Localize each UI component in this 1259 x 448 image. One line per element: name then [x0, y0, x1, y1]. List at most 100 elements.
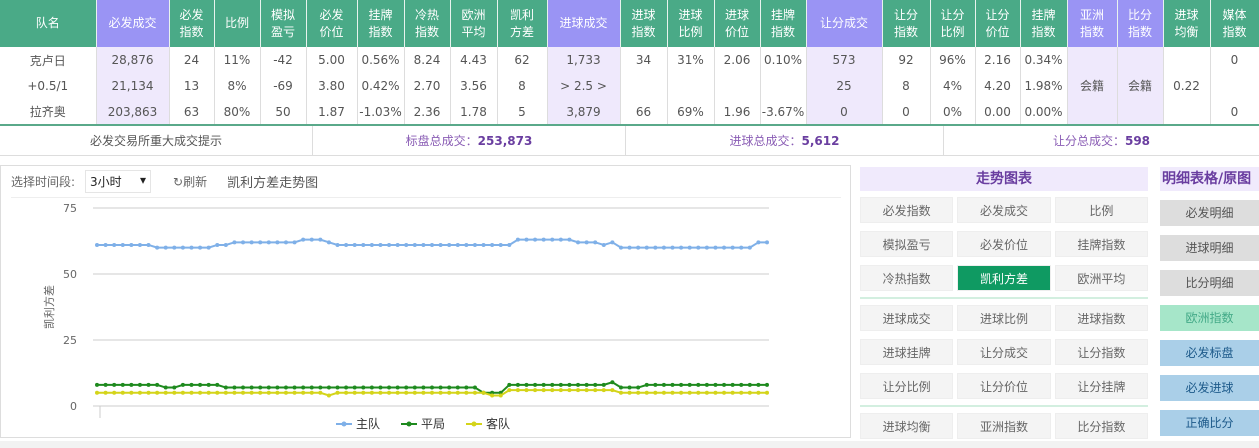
column-header: 模拟 盈亏: [260, 0, 307, 47]
data-point: [636, 390, 641, 395]
detail-button[interactable]: 比分明细: [1160, 270, 1259, 296]
data-point: [490, 242, 495, 247]
data-point: [610, 388, 615, 393]
data-point: [120, 242, 125, 247]
data-point: [129, 242, 134, 247]
y-axis-label: 凯利方差: [42, 285, 56, 329]
data-point: [670, 245, 675, 250]
data-point: [515, 388, 520, 393]
trend-button[interactable]: 必发成交: [957, 197, 1051, 223]
data-point: [515, 237, 520, 242]
data-point: [498, 242, 503, 247]
data-point: [636, 385, 641, 390]
legend-marker: [471, 421, 477, 427]
detail-button[interactable]: 欧洲指数: [1160, 305, 1259, 331]
data-point: [146, 390, 151, 395]
group-divider: [860, 297, 1148, 299]
table-cell: 31%: [667, 47, 715, 73]
y-tick-label: 50: [63, 268, 77, 281]
table-cell: 2.36: [404, 99, 451, 126]
y-tick-label: 0: [70, 400, 77, 413]
data-point: [103, 242, 108, 247]
data-point: [326, 240, 331, 245]
trend-button[interactable]: 挂牌指数: [1054, 231, 1148, 257]
legend-marker: [406, 421, 412, 427]
table-cell: 2.16: [975, 47, 1021, 73]
data-point: [378, 385, 383, 390]
trend-button[interactable]: 亚洲指数: [957, 413, 1051, 439]
table-cell: [714, 73, 761, 99]
data-point: [163, 390, 168, 395]
data-point: [455, 390, 460, 395]
data-point: [747, 245, 752, 250]
trend-button[interactable]: 进球成交: [860, 305, 954, 331]
data-point: [387, 390, 392, 395]
trend-button[interactable]: 让分比例: [860, 373, 954, 399]
table-cell: 0.42%: [357, 73, 405, 99]
trend-button[interactable]: 让分成交: [957, 339, 1051, 365]
data-point: [653, 382, 658, 387]
data-point: [309, 385, 314, 390]
trend-button[interactable]: 必发价位: [957, 231, 1051, 257]
data-point: [266, 240, 271, 245]
data-point: [756, 240, 761, 245]
trend-button[interactable]: 凯利方差: [957, 265, 1051, 291]
trend-button[interactable]: 让分指数: [1054, 339, 1148, 365]
data-point: [730, 382, 735, 387]
data-point: [223, 242, 228, 247]
trend-button[interactable]: 进球挂牌: [860, 339, 954, 365]
refresh-button[interactable]: ↻刷新: [173, 175, 208, 189]
data-point: [172, 245, 177, 250]
table-cell: 2.70: [404, 73, 451, 99]
table-cell: 1,733: [547, 47, 621, 73]
data-point: [550, 237, 555, 242]
trend-button[interactable]: 让分挂牌: [1054, 373, 1148, 399]
goals-volume: 进球总成交：5,612: [626, 126, 944, 155]
data-point: [258, 240, 263, 245]
table-cell: 63: [169, 99, 215, 126]
trend-button[interactable]: 进球指数: [1054, 305, 1148, 331]
legend-label: 客队: [486, 416, 510, 431]
period-select[interactable]: 3小时 ▾: [85, 170, 152, 193]
trend-button[interactable]: 欧洲平均: [1054, 265, 1148, 291]
detail-button[interactable]: 进球明细: [1160, 235, 1259, 261]
data-point: [326, 393, 331, 398]
data-point: [232, 240, 237, 245]
trend-button[interactable]: 进球比例: [957, 305, 1051, 331]
data-point: [430, 242, 434, 247]
trend-button[interactable]: 冷热指数: [860, 265, 954, 291]
column-header: 必发成交: [96, 0, 170, 47]
trend-button[interactable]: 让分价位: [957, 373, 1051, 399]
data-point: [507, 382, 512, 387]
table-cell: [667, 73, 715, 99]
trend-button[interactable]: 必发指数: [860, 197, 954, 223]
data-point: [163, 245, 168, 250]
data-point: [438, 385, 443, 390]
detail-button[interactable]: 必发标盘: [1160, 340, 1259, 366]
detail-button[interactable]: 必发明细: [1160, 200, 1259, 226]
table-row: 克卢日 28,876 24 11% -42 5.00 0.56% 8.24 4.43 62 1,73…: [0, 47, 1259, 126]
data-point: [223, 390, 228, 395]
trend-button[interactable]: 进球均衡: [860, 413, 954, 439]
data-point: [155, 382, 160, 387]
column-header: 挂牌 指数: [1020, 0, 1068, 47]
column-header: 让分 比例: [930, 0, 976, 47]
data-point: [601, 242, 606, 247]
data-point: [696, 390, 701, 395]
trend-button[interactable]: 模拟盈亏: [860, 231, 954, 257]
data-point: [232, 390, 237, 395]
data-point: [524, 237, 529, 242]
detail-button[interactable]: 必发进球: [1160, 375, 1259, 401]
data-point: [541, 388, 546, 393]
data-point: [524, 388, 529, 393]
data-point: [292, 385, 297, 390]
data-point: [198, 245, 203, 250]
detail-button[interactable]: 正确比分: [1160, 410, 1259, 436]
column-header: 挂牌 指数: [357, 0, 405, 47]
trend-button[interactable]: 比分指数: [1054, 413, 1148, 439]
data-point: [730, 390, 735, 395]
data-point: [249, 240, 254, 245]
trend-title: 走势图表: [860, 167, 1148, 191]
data-point: [309, 390, 314, 395]
trend-button[interactable]: 比例: [1054, 197, 1148, 223]
